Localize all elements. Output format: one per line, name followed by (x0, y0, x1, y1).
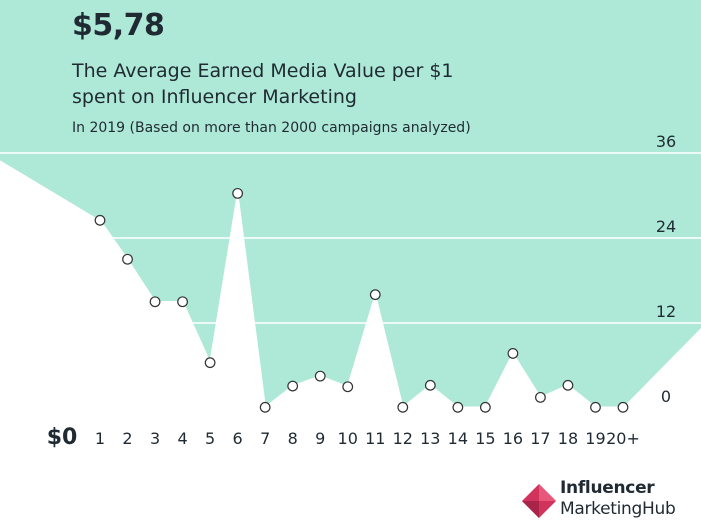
x-tick-label: 14 (448, 429, 468, 448)
x-tick-label: 13 (420, 429, 440, 448)
series-line (99, 193, 623, 409)
x-tick-label: 6 (233, 429, 243, 448)
y-tick-label: 12 (656, 302, 676, 321)
data-point (617, 401, 629, 413)
brand-name-line1: Influencer (560, 478, 655, 498)
data-point (452, 401, 464, 413)
x-tick-label: 8 (288, 429, 298, 448)
chart-subtitle: In 2019 (Based on more than 2000 campaig… (72, 120, 471, 136)
x-tick-label: 15 (475, 429, 495, 448)
brand-name-line2: MarketingHub (560, 499, 676, 519)
x-tick-label: 20+ (606, 429, 640, 448)
x-tick-label: 9 (315, 429, 325, 448)
data-point (149, 296, 161, 308)
brand-logo: Influencer MarketingHub (520, 478, 700, 524)
gridlines (0, 152, 701, 409)
x-tick-label: 16 (503, 429, 523, 448)
data-point (535, 391, 546, 403)
headline-value: $5,78 (72, 8, 165, 43)
data-point (369, 289, 381, 301)
x-tick-label: 19 (585, 429, 605, 448)
data-point (342, 381, 354, 393)
x-tick-label: $0 (47, 425, 78, 450)
area-fill (0, 0, 701, 408)
x-tick-label: 11 (365, 429, 385, 448)
data-point (590, 401, 601, 413)
x-tick-label: 1 (95, 429, 105, 448)
x-tick-label: 18 (558, 429, 578, 448)
data-point (204, 357, 216, 369)
y-axis-tick-labels: 0 12 24 36 (656, 132, 676, 406)
y-tick-label: 36 (656, 132, 676, 151)
data-point (314, 370, 326, 382)
x-tick-label: 12 (393, 429, 413, 448)
x-tick-label: 4 (177, 429, 187, 448)
data-point (232, 187, 244, 199)
brand-logo-icon (522, 484, 556, 518)
data-point (424, 379, 436, 391)
x-tick-label: 7 (260, 429, 270, 448)
data-point (507, 348, 519, 359)
data-points (94, 187, 629, 413)
x-tick-label: 5 (205, 429, 215, 448)
x-tick-label: 17 (530, 429, 550, 448)
data-point (94, 214, 106, 226)
chart-title: The Average Earned Media Value per $1 sp… (72, 60, 454, 108)
x-axis-tick-labels: $0 1 2 3 4 5 6 7 8 9 10 11 12 13 14 15 16 17 18 19 20+ (47, 425, 640, 450)
x-tick-label: 2 (122, 429, 132, 448)
y-tick-label: 0 (661, 387, 671, 406)
data-point (397, 401, 409, 413)
data-point (287, 380, 299, 392)
x-tick-label: 3 (150, 429, 160, 448)
x-tick-label: 10 (338, 429, 358, 448)
data-point (259, 401, 271, 413)
data-point (177, 296, 188, 308)
data-point (479, 401, 491, 413)
data-point (122, 253, 133, 265)
data-point (562, 379, 574, 391)
y-tick-label: 24 (656, 217, 676, 236)
